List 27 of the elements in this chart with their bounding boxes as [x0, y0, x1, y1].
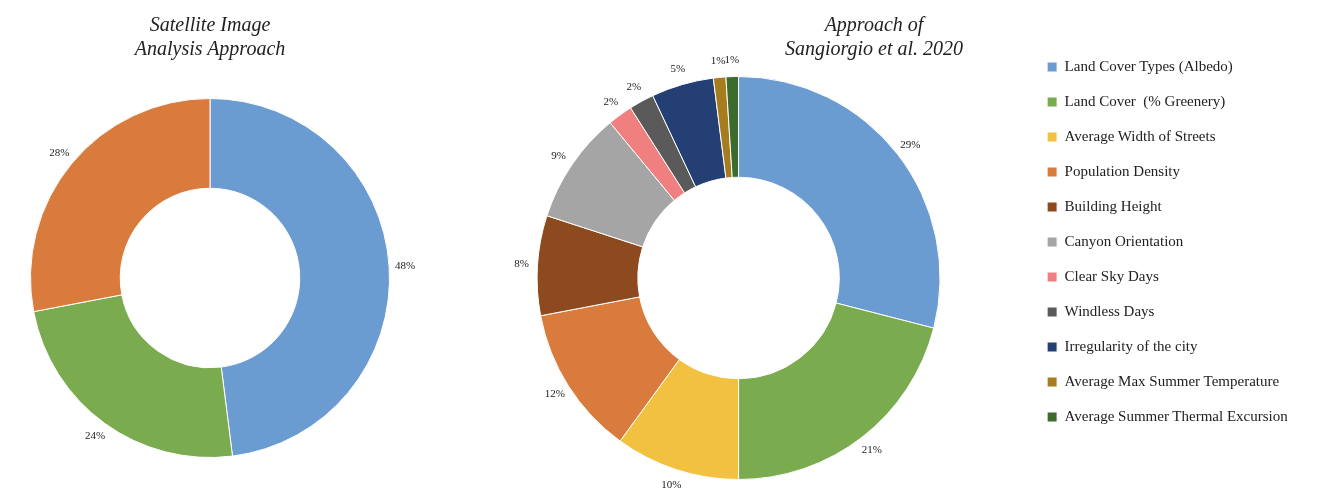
data-label: 8%: [514, 257, 529, 270]
data-label: 10%: [661, 477, 682, 490]
data-label: 5%: [670, 62, 686, 75]
legend-label: Canyon Orientation: [1064, 232, 1184, 249]
legend-label: Average Max Summer Temperature: [1064, 372, 1280, 389]
data-label: 21%: [861, 442, 882, 455]
data-label: 1%: [710, 54, 726, 67]
legend-label: Building Height: [1064, 197, 1163, 214]
data-label: 48%: [395, 258, 416, 271]
legend-label: Irregularity of the city: [1064, 337, 1198, 354]
legend-label: Average Width of Streets: [1064, 127, 1216, 144]
data-label: 28%: [49, 146, 70, 159]
data-label: 2%: [603, 94, 619, 107]
legend-label: Clear Sky Days: [1064, 267, 1159, 284]
data-label: 1%: [724, 53, 740, 66]
legend-label: Windless Days: [1064, 302, 1155, 319]
legend-label: Average Summer Thermal Excursion: [1064, 407, 1289, 424]
chart-title: Approach of Sangiorgio et al. 2020: [784, 13, 964, 61]
data-label: 2%: [626, 80, 642, 93]
legend-label: Land Cover (% Greenery): [1064, 92, 1226, 110]
data-label: 9%: [551, 148, 566, 161]
data-label: 29%: [900, 137, 921, 150]
data-label: 12%: [544, 387, 565, 400]
chart-title: Satellite Image Analysis Approach: [132, 13, 286, 61]
data-label: 24%: [85, 429, 106, 442]
legend-label: Population Density: [1064, 162, 1181, 179]
legend-label: Land Cover Types (Albedo): [1064, 57, 1233, 75]
